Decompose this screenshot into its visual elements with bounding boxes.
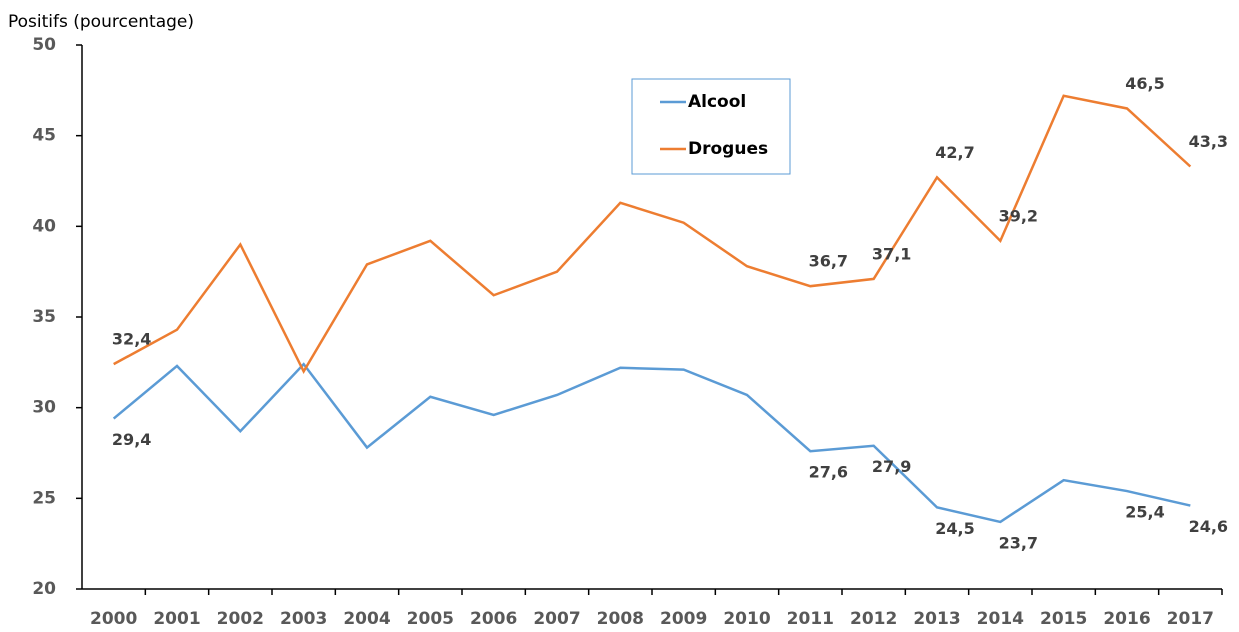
x-tick-label: 2006 [470, 609, 517, 629]
x-tick-label: 2015 [1040, 609, 1087, 629]
series-line [113, 94, 1192, 375]
x-tick-label: 2004 [343, 609, 390, 629]
x-tick-label: 2010 [723, 609, 770, 629]
y-axis-label: Positifs (pourcentage) [8, 12, 194, 32]
x-tick-label: 2013 [913, 609, 960, 629]
data-label: 24,6 [1189, 517, 1228, 536]
x-tick-label: 2002 [217, 609, 264, 629]
data-label: 25,4 [1125, 503, 1164, 522]
data-label: 39,2 [999, 206, 1038, 225]
series-line [112, 362, 1191, 524]
data-label: 27,6 [809, 463, 848, 482]
x-tick-label: 2014 [977, 609, 1024, 629]
y-tick-label: 20 [32, 579, 56, 599]
x-tick-label: 2003 [280, 609, 327, 629]
data-label: 32,4 [112, 330, 151, 349]
y-tick-label: 25 [32, 488, 56, 508]
data-label: 24,5 [935, 519, 974, 538]
data-label: 42,7 [935, 143, 974, 162]
data-label: 37,1 [872, 244, 911, 263]
x-tick-label: 2009 [660, 609, 707, 629]
data-label: 29,4 [112, 430, 151, 449]
data-label: 36,7 [809, 252, 848, 271]
data-label: 46,5 [1125, 74, 1164, 93]
x-tick-label: 2012 [850, 609, 897, 629]
legend-label: Drogues [688, 139, 768, 159]
legend-box [631, 78, 791, 175]
x-tick-label: 2000 [90, 609, 137, 629]
x-tick-label: 2008 [597, 609, 644, 629]
y-tick-label: 40 [32, 216, 56, 236]
y-tick-label: 50 [32, 35, 56, 55]
y-tick-label: 35 [32, 307, 56, 327]
data-label: 27,9 [872, 457, 911, 476]
y-tick-label: 45 [32, 126, 56, 146]
data-label: 43,3 [1189, 132, 1228, 151]
x-tick-label: 2007 [533, 609, 580, 629]
x-tick-label: 2016 [1103, 609, 1150, 629]
data-label: 23,7 [999, 533, 1038, 552]
x-tick-label: 2001 [153, 609, 200, 629]
x-tick-label: 2005 [407, 609, 454, 629]
y-tick-label: 30 [32, 398, 56, 418]
x-tick-label: 2017 [1167, 609, 1214, 629]
x-tick-label: 2011 [787, 609, 834, 629]
legend-label: Alcool [688, 92, 746, 112]
